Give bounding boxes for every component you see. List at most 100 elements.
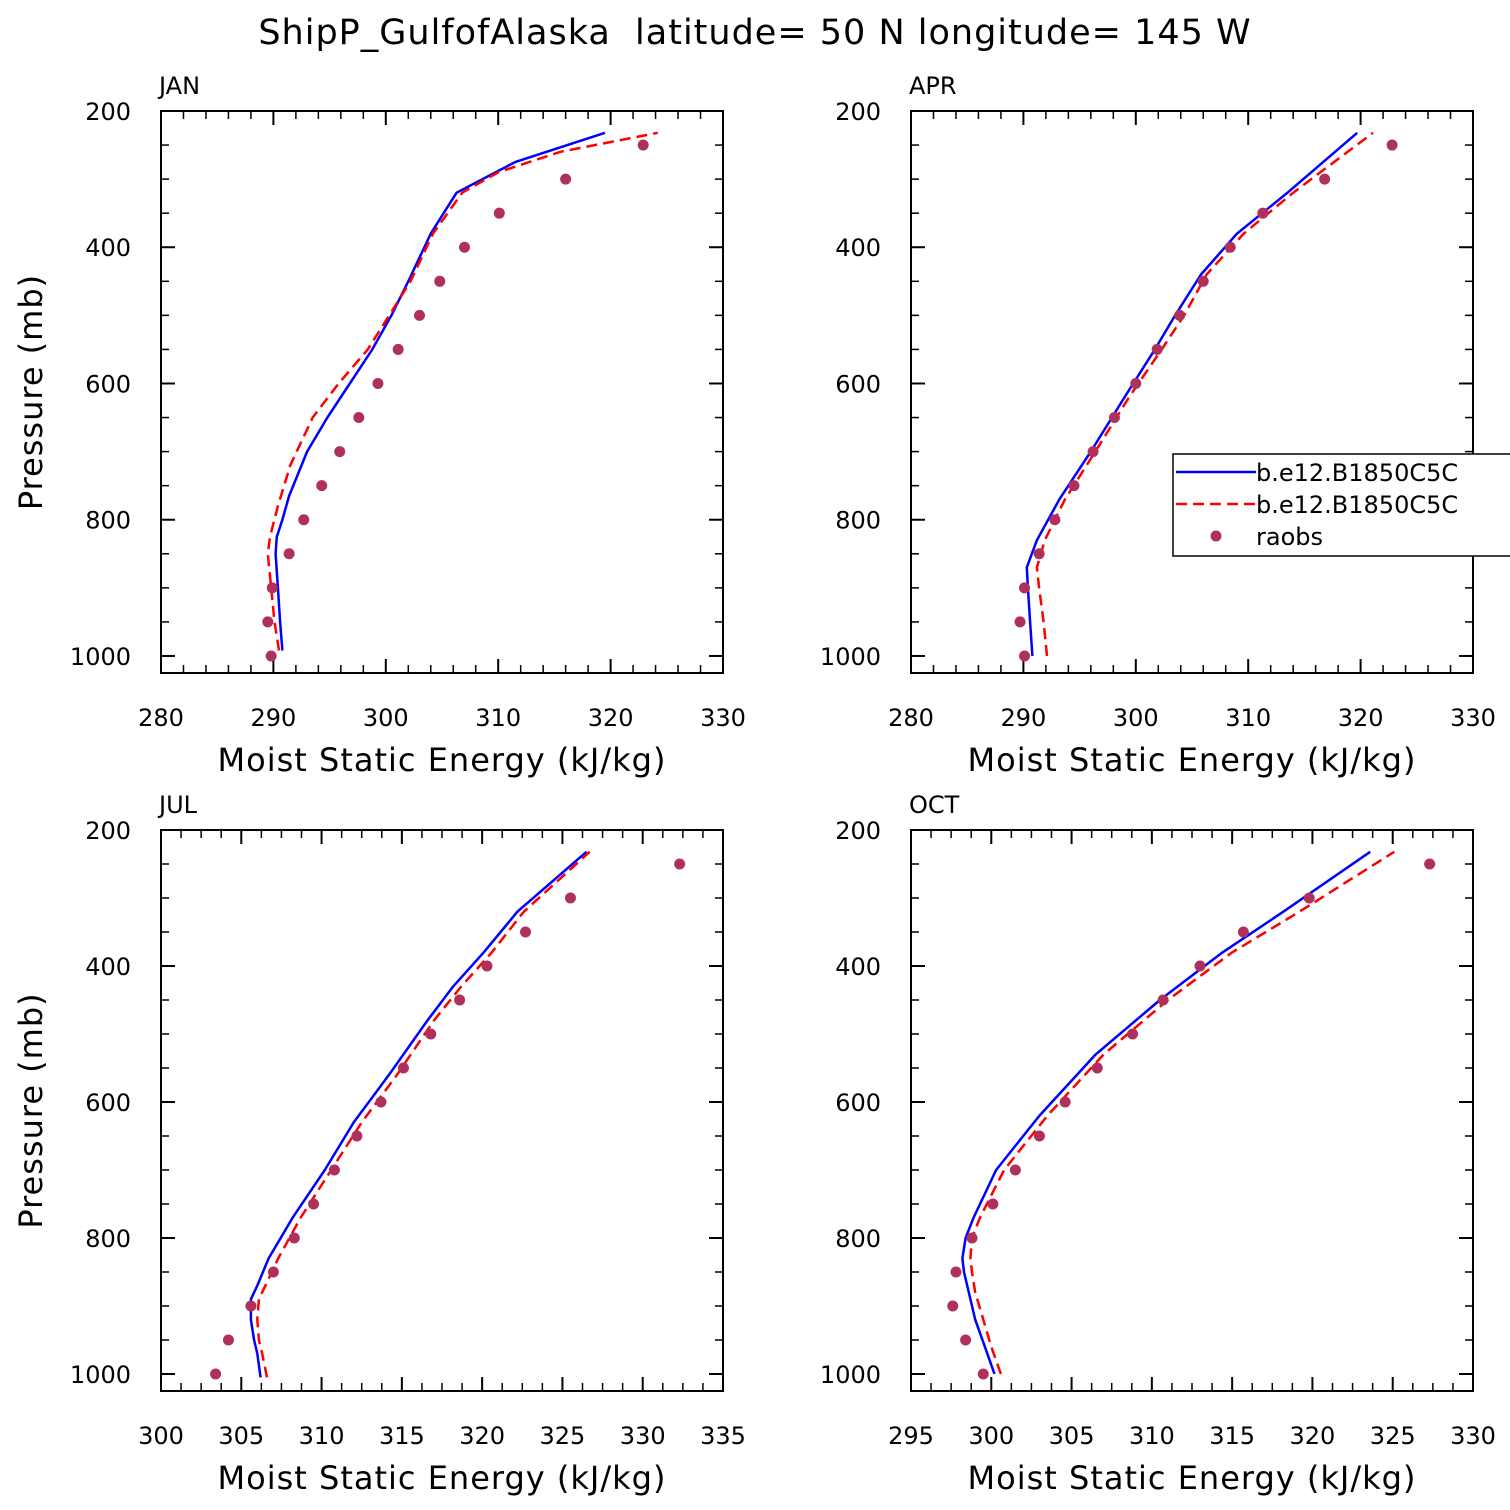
raobs-point [1009, 1164, 1021, 1176]
raobs-point [481, 960, 493, 972]
y-tick-label: 1000 [70, 643, 131, 671]
panels: JAN 280 290 300 310 320 330 200 400 600 800 1000 Moi… [12, 72, 1496, 1497]
panel-jul: JUL 300 305 310 315 320 325 330 335 200 400 600 800 1… [12, 791, 746, 1497]
raobs-point [519, 926, 531, 938]
x-axis-label: Moist Static Energy (kJ/kg) [218, 741, 667, 779]
raobs-point [1224, 241, 1236, 253]
series-raobs [947, 858, 1436, 1380]
raobs-point [1194, 960, 1206, 972]
raobs-point [1197, 275, 1209, 287]
raobs-point [1091, 1062, 1103, 1074]
plot-frame [160, 829, 724, 1392]
raobs-point [210, 1368, 222, 1380]
x-tick-label: 325 [1370, 1422, 1416, 1450]
legend-label: b.e12.B1850C5C [1256, 491, 1458, 519]
legend: b.e12.B1850C5C b.e12.B1850C5C raobs [1172, 453, 1510, 557]
raobs-point [1174, 309, 1186, 321]
raobs-point [674, 858, 686, 870]
figure-title: ShipP_GulfofAlaska latitude= 50 N longit… [258, 13, 1251, 53]
x-tick-label: 305 [218, 1422, 264, 1450]
series-line-blue [249, 850, 588, 1378]
raobs-point [950, 1266, 962, 1278]
x-tick-label: 290 [250, 704, 296, 732]
raobs-point [1424, 858, 1436, 870]
x-tick-label: 320 [459, 1422, 505, 1450]
panel-jan: JAN 280 290 300 310 320 330 200 400 600 800 1000 Moi… [12, 72, 746, 779]
x-tick-label: 300 [968, 1422, 1014, 1450]
raobs-point [1049, 514, 1061, 526]
x-tick-label: 320 [588, 704, 634, 732]
raobs-point [375, 1096, 387, 1108]
y-tick-label: 200 [85, 817, 131, 845]
raobs-point [397, 1062, 409, 1074]
raobs-point [298, 514, 310, 526]
plot-frame [910, 829, 1474, 1392]
y-tick-label: 1000 [70, 1361, 131, 1389]
series-raobs [1014, 139, 1398, 662]
series-raobs [262, 139, 649, 662]
raobs-point [1087, 446, 1099, 458]
y-axis-label: Pressure (mb) [12, 274, 50, 510]
y-tick-label: 600 [835, 370, 881, 398]
series-line-blue [274, 131, 606, 651]
raobs-point [1157, 994, 1169, 1006]
raobs-point [1127, 1028, 1139, 1040]
series-line-red [266, 131, 659, 651]
raobs-point [560, 173, 572, 185]
y-tick-label: 800 [85, 1225, 131, 1253]
legend-marker-raobs [1210, 530, 1222, 542]
series-line-red [1035, 131, 1374, 657]
x-tick-label: 315 [1209, 1422, 1255, 1450]
y-tick-label: 600 [835, 1089, 881, 1117]
x-tick-label: 330 [1450, 704, 1496, 732]
panel-label: OCT [909, 791, 960, 819]
x-tick-label: 280 [138, 704, 184, 732]
x-tick-label: 290 [1000, 704, 1046, 732]
raobs-point [334, 446, 346, 458]
y-tick-label: 200 [85, 98, 131, 126]
panel-oct: OCT 295 300 305 310 315 320 325 330 200 400 600 800 1… [820, 791, 1496, 1497]
series-line-red [256, 850, 591, 1378]
x-axis-label: Moist Static Energy (kJ/kg) [218, 1459, 667, 1497]
raobs-point [288, 1232, 300, 1244]
x-tick-label: 330 [700, 704, 746, 732]
raobs-point [458, 241, 470, 253]
x-tick-label: 315 [379, 1422, 425, 1450]
x-tick-label: 310 [1129, 1422, 1175, 1450]
raobs-point [454, 994, 466, 1006]
raobs-point [1019, 650, 1031, 662]
raobs-point [1068, 480, 1080, 492]
x-tick-label: 330 [620, 1422, 666, 1450]
panel-label: APR [909, 72, 957, 100]
x-tick-label: 320 [1290, 1422, 1336, 1450]
raobs-point [960, 1334, 972, 1346]
legend-label: raobs [1256, 523, 1323, 551]
plot-frame [160, 110, 724, 674]
x-tick-label: 300 [138, 1422, 184, 1450]
raobs-point [1033, 1130, 1045, 1142]
y-tick-label: 600 [85, 1089, 131, 1117]
y-tick-label: 200 [835, 817, 881, 845]
raobs-point [966, 1232, 978, 1244]
raobs-point [1303, 892, 1315, 904]
raobs-point [493, 207, 505, 219]
raobs-point [267, 1266, 279, 1278]
x-tick-label: 310 [475, 704, 521, 732]
y-tick-label: 400 [835, 234, 881, 262]
x-tick-label: 300 [1113, 704, 1159, 732]
raobs-point [434, 275, 446, 287]
x-tick-label: 325 [540, 1422, 586, 1450]
y-tick-label: 600 [85, 370, 131, 398]
y-axis-label: Pressure (mb) [12, 992, 50, 1228]
legend-label: b.e12.B1850C5C [1256, 459, 1458, 487]
raobs-point [1151, 343, 1163, 355]
raobs-point [425, 1028, 437, 1040]
raobs-point [1386, 139, 1398, 151]
raobs-point [245, 1300, 257, 1312]
raobs-point [283, 548, 295, 560]
y-tick-label: 1000 [820, 643, 881, 671]
raobs-point [564, 892, 576, 904]
x-tick-label: 320 [1338, 704, 1384, 732]
x-tick-label: 300 [363, 704, 409, 732]
y-tick-label: 200 [835, 98, 881, 126]
